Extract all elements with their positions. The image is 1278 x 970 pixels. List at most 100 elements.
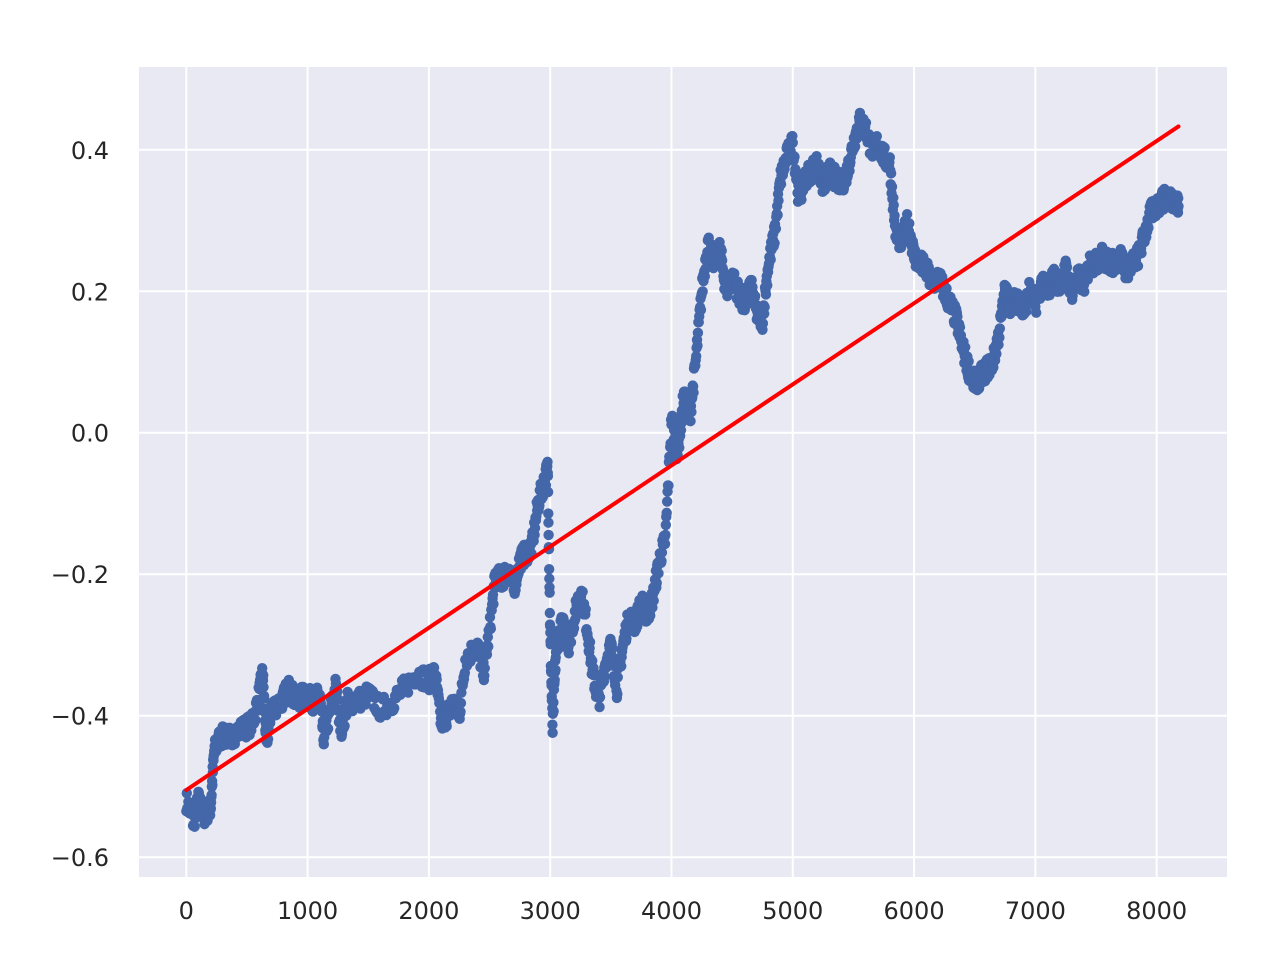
scatter-point xyxy=(181,787,193,799)
scatter-point xyxy=(547,719,558,730)
scatter-point xyxy=(904,218,915,229)
scatter-point xyxy=(660,519,672,531)
scatter-point xyxy=(250,714,261,726)
y-tick-label: −0.2 xyxy=(51,561,109,589)
scatter-point xyxy=(889,210,900,221)
scatter-point xyxy=(544,587,555,598)
scatter-point xyxy=(563,648,575,659)
scatter-point xyxy=(543,529,554,541)
scatter-point xyxy=(770,223,782,234)
scatter-point xyxy=(549,674,560,686)
scatter-point xyxy=(616,661,627,672)
scatter-point xyxy=(749,290,761,302)
scatter-point xyxy=(996,311,1007,322)
scatter-point xyxy=(1012,288,1023,299)
scatter-point xyxy=(688,387,699,398)
scatter-point xyxy=(699,271,711,282)
scatter-series xyxy=(181,107,1184,832)
x-tick-label: 2000 xyxy=(398,897,459,925)
scatter-point xyxy=(674,442,685,453)
scatter-point xyxy=(789,151,800,163)
scatter-point xyxy=(588,670,600,681)
scatter-point xyxy=(612,672,623,683)
scatter-point xyxy=(729,268,740,279)
x-tick-label: 6000 xyxy=(884,897,945,925)
scatter-point xyxy=(258,669,269,681)
scatter-point xyxy=(548,697,559,708)
scatter-point xyxy=(487,589,499,600)
scatter-point xyxy=(757,318,769,329)
scatter-point xyxy=(884,152,896,163)
scatter-point xyxy=(322,723,334,734)
scatter-point xyxy=(765,254,776,265)
scatter-point xyxy=(651,577,662,589)
scatter-point xyxy=(762,280,773,291)
scatter-point xyxy=(886,181,898,193)
scatter-point xyxy=(547,727,558,739)
trend-line xyxy=(184,124,1181,792)
scatter-point xyxy=(963,356,974,367)
scatter-point xyxy=(259,693,270,704)
scatter-point xyxy=(679,386,691,397)
scatter-point xyxy=(959,342,971,353)
scatter-point xyxy=(485,623,497,634)
scatter-point xyxy=(692,340,703,351)
scatter-point xyxy=(695,304,707,316)
scatter-point xyxy=(543,563,555,575)
y-tick-label: 0.0 xyxy=(71,420,109,448)
x-tick-label: 4000 xyxy=(641,897,702,925)
scatter-point xyxy=(607,643,618,654)
scatter-point xyxy=(1021,306,1032,317)
scatter-point xyxy=(542,470,554,482)
scatter-point xyxy=(659,538,671,550)
scatter-point xyxy=(660,529,671,541)
scatter-point xyxy=(796,194,807,205)
scatter-point xyxy=(544,573,555,584)
x-tick-label: 1000 xyxy=(277,897,338,925)
scatter-point xyxy=(612,688,623,700)
scatter-point xyxy=(455,697,467,709)
scatter-point xyxy=(941,283,952,294)
scatter-point xyxy=(954,322,966,333)
scatter-point xyxy=(871,131,883,142)
x-tick-label: 5000 xyxy=(762,897,823,925)
scatter-point xyxy=(661,496,673,507)
scatter-point xyxy=(685,415,696,427)
scatter-point xyxy=(686,406,697,418)
scatter-point xyxy=(434,696,445,708)
scatter-point xyxy=(1173,201,1184,212)
scatter-point xyxy=(258,681,269,693)
scatter-point xyxy=(542,486,554,498)
x-axis-ticks: 0 1000 2000 3000 4000 5000 6000 7000 8000 xyxy=(179,897,1188,925)
scatter-point xyxy=(550,664,561,676)
scatter-point xyxy=(787,137,798,148)
scatter-point xyxy=(599,671,610,682)
scatter-point xyxy=(885,168,897,179)
scatter-point xyxy=(700,263,711,274)
y-tick-label: −0.6 xyxy=(51,844,109,872)
scatter-point xyxy=(206,789,217,801)
scatter-point xyxy=(481,649,493,660)
y-tick-label: 0.2 xyxy=(71,278,109,306)
scatter-point xyxy=(716,255,728,266)
scatter-point xyxy=(529,522,541,534)
plot-area xyxy=(139,67,1227,877)
scatter-point xyxy=(189,821,200,832)
scatter-point xyxy=(580,604,591,615)
scatter-point xyxy=(389,702,400,714)
scatter-point xyxy=(431,674,442,685)
x-tick-label: 8000 xyxy=(1126,897,1187,925)
scatter-point xyxy=(759,301,770,313)
y-tick-label: 0.4 xyxy=(71,137,109,165)
scatter-point xyxy=(543,517,554,528)
scatter-point xyxy=(488,598,499,610)
scatter-point xyxy=(483,641,494,652)
scatter-point xyxy=(577,586,588,597)
y-tick-label: −0.4 xyxy=(51,703,109,731)
scatter-point xyxy=(543,508,554,519)
scatter-point xyxy=(760,289,772,300)
scatter-point xyxy=(1173,192,1184,204)
scatter-point xyxy=(661,507,672,519)
scatter-point xyxy=(656,547,668,558)
